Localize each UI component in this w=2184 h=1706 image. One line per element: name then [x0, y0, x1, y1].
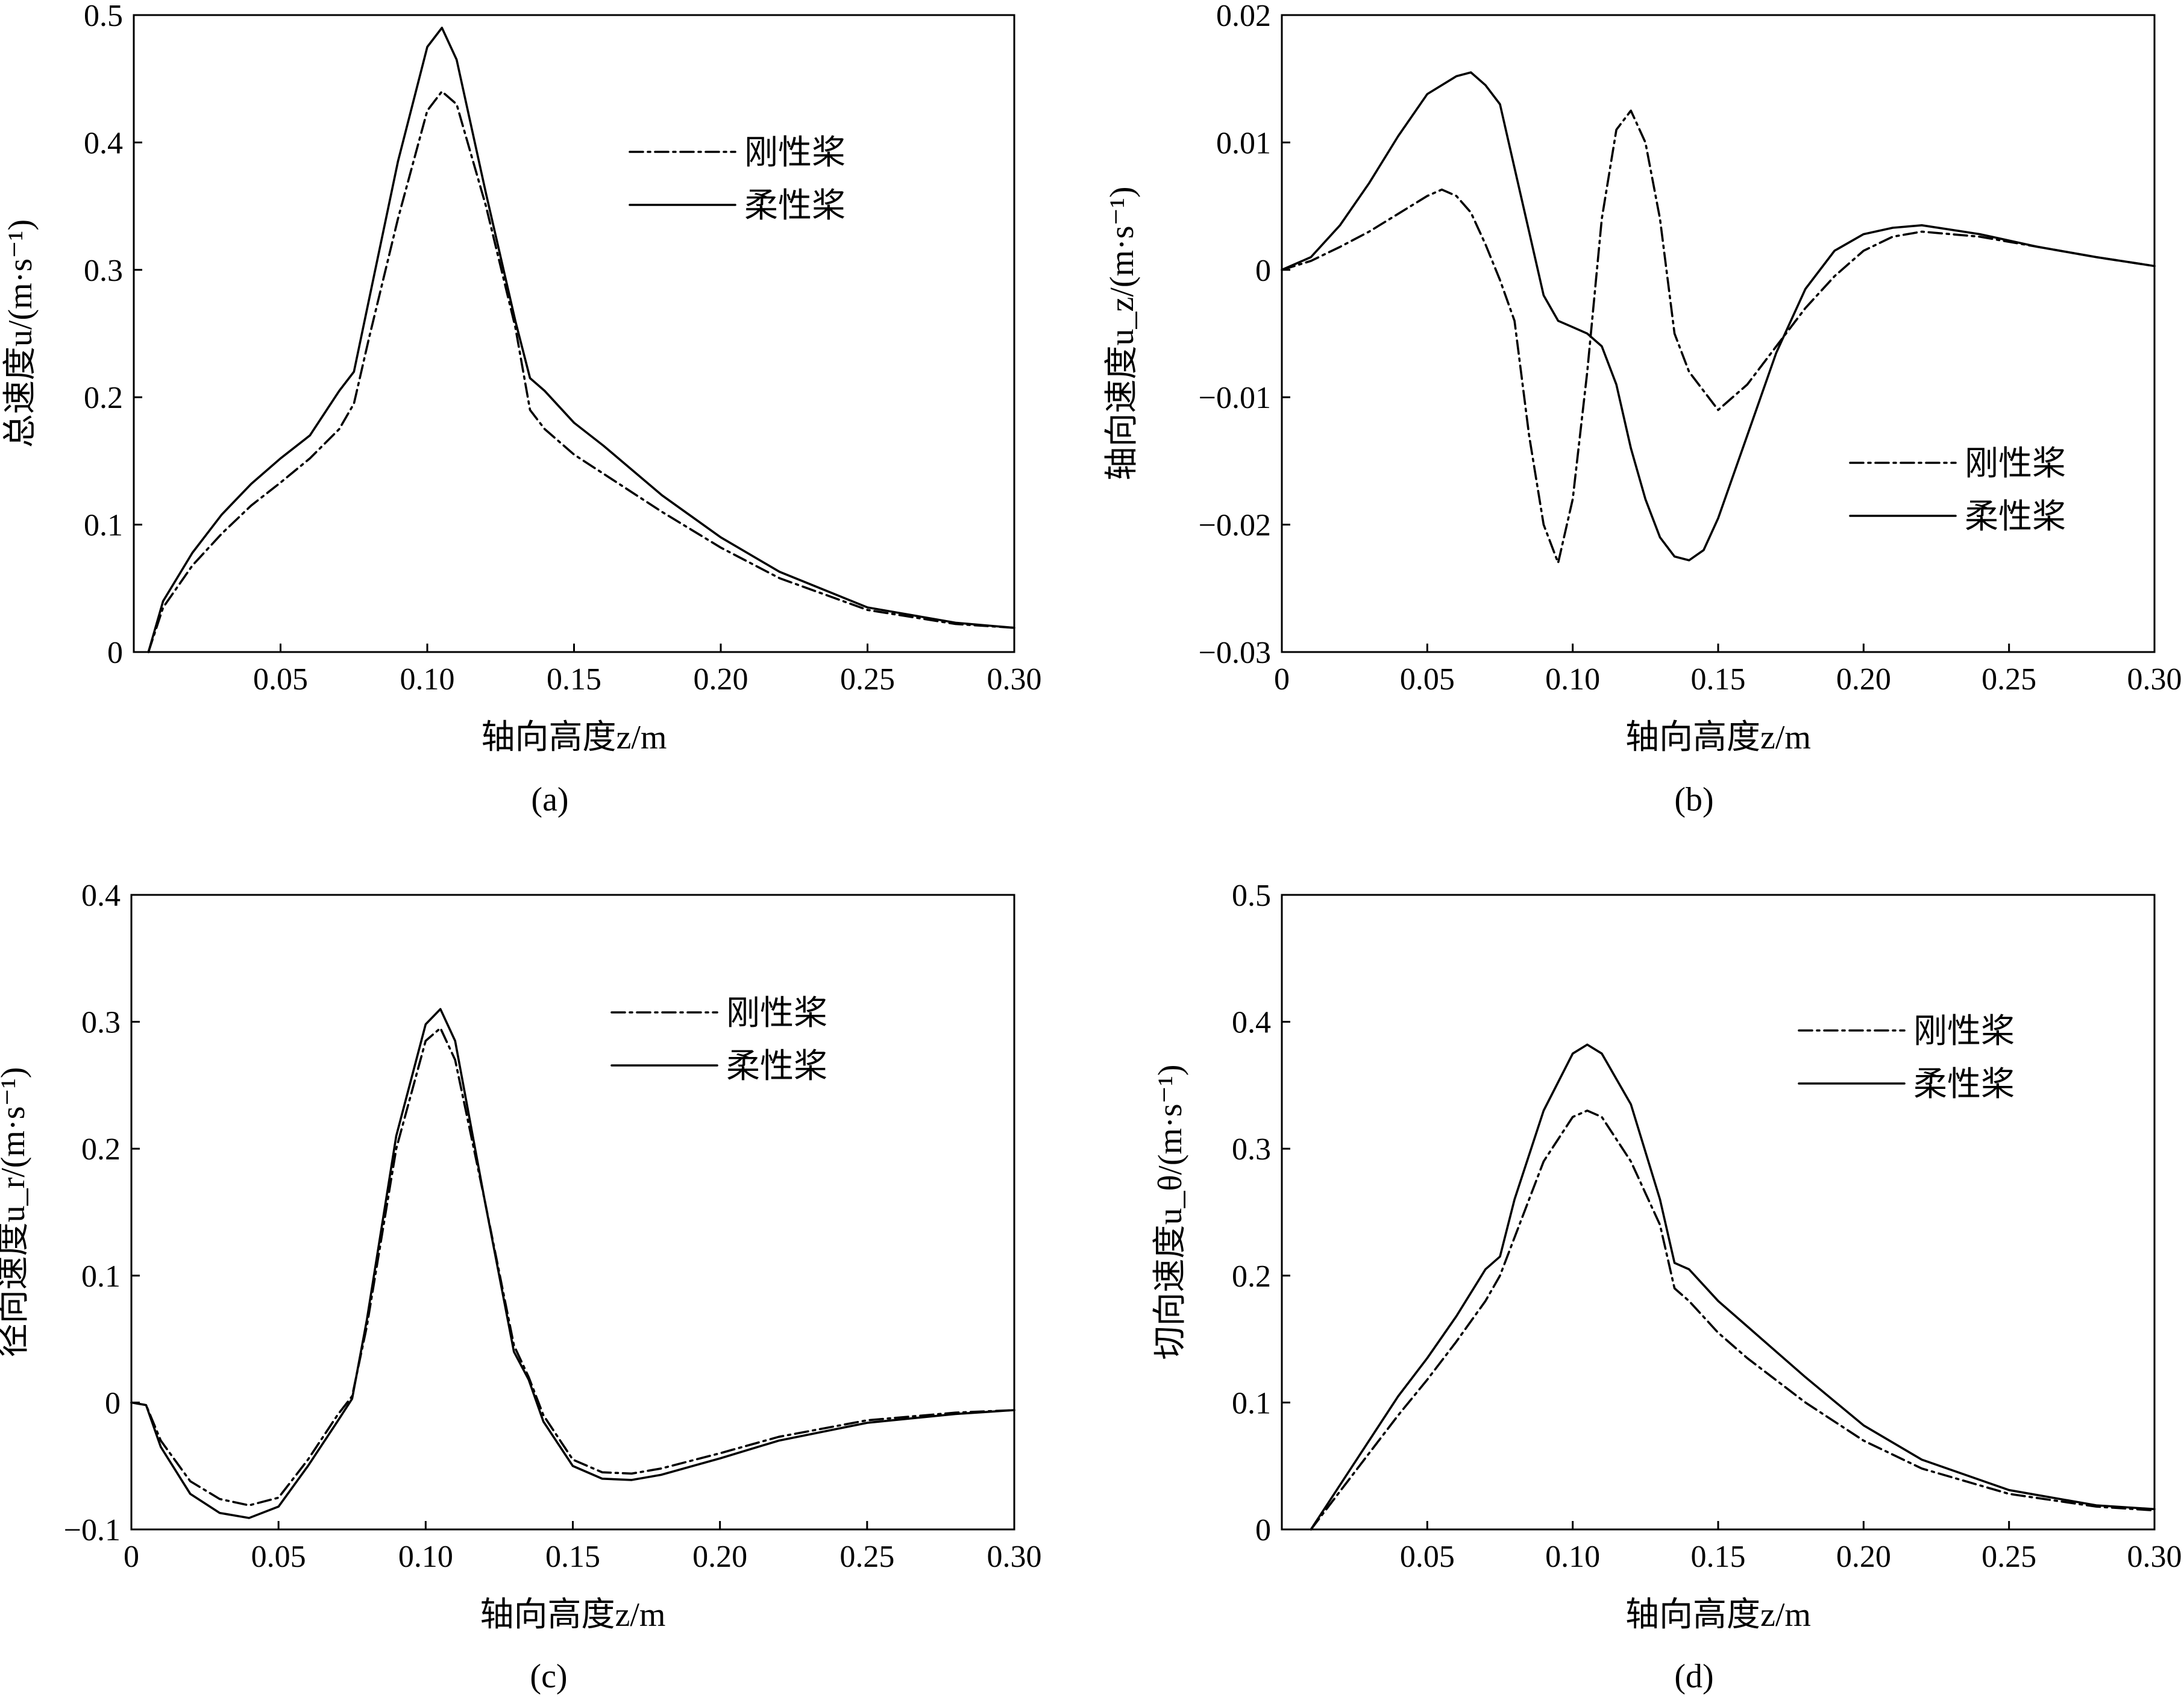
- panel-label: (d): [1674, 1658, 1713, 1695]
- x-tick-label: 0.20: [694, 662, 748, 697]
- legend-label-flexible: 柔性桨: [744, 187, 846, 225]
- y-tick-label: 0.2: [84, 381, 123, 415]
- y-tick-label: 0.01: [1216, 126, 1271, 160]
- y-tick-label: 0.02: [1216, 0, 1271, 33]
- legend-label-rigid: 刚性桨: [1913, 1013, 2015, 1050]
- legend-label-flexible: 柔性桨: [726, 1048, 827, 1085]
- legend-label-rigid: 刚性桨: [744, 134, 846, 172]
- y-tick-label: −0.01: [1199, 381, 1271, 415]
- y-tick-label: 0.4: [84, 126, 123, 160]
- panel-label: (b): [1674, 781, 1713, 818]
- x-tick-label: 0.25: [839, 1540, 894, 1574]
- series-line-flexible: [1281, 71, 2156, 562]
- series-line-flexible: [130, 1008, 1015, 1519]
- x-tick-label: 0.30: [987, 662, 1042, 697]
- x-tick-label: 0.20: [1836, 1540, 1891, 1574]
- x-tick-label: 0.30: [2127, 662, 2182, 697]
- y-tick-label: 0.4: [81, 879, 121, 913]
- y-tick-label: 0.4: [1232, 1006, 1271, 1040]
- x-tick-label: 0.05: [253, 662, 308, 697]
- y-tick-label: 0: [1255, 254, 1271, 288]
- x-tick-label: 0.25: [840, 662, 895, 697]
- panel-label: (c): [530, 1658, 567, 1695]
- plot-frame: [1281, 14, 2156, 653]
- x-tick-label: 0: [124, 1540, 139, 1574]
- x-tick-label: 0.05: [251, 1540, 306, 1574]
- chart-panel-c: 0 0.05 0.10 0.15 0.20 0.25 0.30−0.100.10.20.30…: [0, 879, 1042, 1695]
- y-axis-label: 切向速度u_θ/(m·s⁻¹): [1152, 1064, 1189, 1359]
- y-tick-label: 0.5: [1232, 879, 1271, 913]
- y-tick-label: 0.2: [1232, 1259, 1271, 1294]
- x-axis-label: 轴向高度z/m: [1625, 719, 1811, 756]
- x-tick-label: 0.15: [545, 1540, 600, 1574]
- y-tick-label: 0.2: [81, 1132, 121, 1167]
- series-line-rigid: [1281, 109, 2156, 564]
- y-tick-label: 0.1: [81, 1259, 121, 1294]
- series-line-flexible: [1310, 1043, 2156, 1531]
- series-line-rigid: [147, 90, 1015, 653]
- chart-panel-d: 0.05 0.10 0.15 0.20 0.25 0.30 0 0.1 0.2 0.3 0.4 0.5…: [1152, 879, 2182, 1695]
- y-tick-label: 0: [107, 636, 123, 670]
- plot-frame: [130, 894, 1015, 1531]
- series-line-rigid: [1310, 1109, 2156, 1531]
- y-tick-label: 0.1: [84, 509, 123, 543]
- legend-label-flexible: 柔性桨: [1913, 1066, 2015, 1103]
- x-tick-label: 0.30: [2127, 1540, 2182, 1574]
- y-axis-label: 径向速度u_r/(m·s⁻¹): [0, 1067, 32, 1358]
- x-tick-label: 0.25: [1982, 1540, 2036, 1574]
- y-tick-label: −0.02: [1199, 509, 1271, 543]
- y-tick-label: 0.3: [81, 1006, 121, 1040]
- x-tick-label: 0.05: [1400, 1540, 1455, 1574]
- series-line-rigid: [130, 1027, 1015, 1507]
- panel-label: (a): [531, 781, 568, 818]
- x-tick-label: 0.20: [1836, 662, 1891, 697]
- x-tick-label: 0.05: [1400, 662, 1455, 697]
- x-tick-label: 0.15: [547, 662, 601, 697]
- chart-panel-b: 0 0.05 0.10 0.15 0.20 0.25 0.30 −0.03 −0.02 −0.01…: [1103, 0, 2182, 818]
- series-line-flexible: [147, 27, 1015, 653]
- x-tick-label: 0.15: [1691, 662, 1746, 697]
- x-axis-label: 轴向高度z/m: [480, 1596, 666, 1634]
- x-axis-label: 轴向高度z/m: [1625, 1596, 1811, 1634]
- y-tick-label: −0.03: [1199, 636, 1271, 670]
- plot-frame: [1281, 894, 2156, 1531]
- x-tick-label: 0.25: [1982, 662, 2036, 697]
- y-tick-label: 0: [1255, 1513, 1271, 1548]
- x-tick-label: 0.10: [398, 1540, 453, 1574]
- legend-label-rigid: 刚性桨: [1965, 445, 2066, 483]
- plot-frame: [133, 14, 1015, 653]
- legend-label-flexible: 柔性桨: [1965, 498, 2066, 536]
- x-tick-label: 0: [1274, 662, 1290, 697]
- legend-label-rigid: 刚性桨: [726, 995, 827, 1032]
- y-tick-label: 0.5: [84, 0, 123, 33]
- x-tick-label: 0.10: [1545, 1540, 1600, 1574]
- y-tick-label: 0: [105, 1386, 121, 1420]
- y-axis-label: 轴向速度u_z/(m·s⁻¹): [1103, 186, 1141, 480]
- x-tick-label: 0.30: [987, 1540, 1042, 1574]
- x-tick-label: 0.15: [1691, 1540, 1746, 1574]
- x-tick-label: 0.10: [1545, 662, 1600, 697]
- x-axis-label: 轴向高度z/m: [482, 719, 667, 756]
- y-tick-label: −0.1: [64, 1513, 121, 1548]
- y-tick-label: 0.3: [84, 254, 123, 288]
- y-axis-label: 总速度u/(m·s⁻¹): [2, 219, 39, 448]
- x-tick-label: 0.20: [692, 1540, 747, 1574]
- y-tick-label: 0.1: [1232, 1386, 1271, 1420]
- chart-panel-a: 0.05 0.10 0.15 0.20 0.25 0.30 0 0.1 0.2 0.3 0.4 0.5…: [2, 0, 1042, 818]
- x-tick-label: 0.10: [400, 662, 455, 697]
- y-tick-label: 0.3: [1232, 1132, 1271, 1167]
